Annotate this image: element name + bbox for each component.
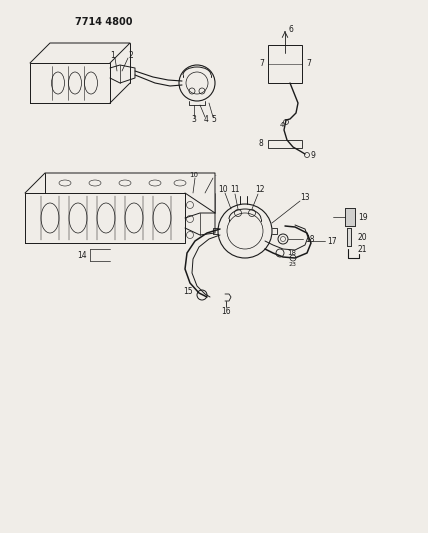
Bar <box>345 208 355 226</box>
Text: 17: 17 <box>327 237 337 246</box>
Text: 10: 10 <box>190 172 199 178</box>
Text: 12: 12 <box>255 185 265 195</box>
Bar <box>347 228 351 246</box>
Text: 4: 4 <box>204 116 208 125</box>
Text: 8: 8 <box>258 140 263 149</box>
Text: 15: 15 <box>183 287 193 296</box>
Bar <box>347 228 351 246</box>
Text: 9: 9 <box>311 150 316 159</box>
Text: 10: 10 <box>218 184 228 193</box>
Text: ·: · <box>214 174 216 179</box>
Text: 7: 7 <box>259 60 264 69</box>
Text: 7714 4800: 7714 4800 <box>75 17 133 27</box>
Text: 18: 18 <box>287 250 296 256</box>
Text: 20: 20 <box>358 232 368 241</box>
Text: 4: 4 <box>280 122 284 128</box>
Text: 7: 7 <box>306 60 311 69</box>
Text: 3: 3 <box>192 116 196 125</box>
Text: 21: 21 <box>358 245 368 254</box>
Bar <box>268 45 302 83</box>
Text: 6: 6 <box>289 26 294 35</box>
Text: 11: 11 <box>230 185 240 195</box>
Bar <box>268 140 302 148</box>
Text: 13: 13 <box>300 193 309 203</box>
Text: 14: 14 <box>77 251 87 260</box>
Text: 1: 1 <box>110 52 116 61</box>
Bar <box>345 208 355 226</box>
Text: 19: 19 <box>358 213 368 222</box>
Text: 2: 2 <box>129 52 134 61</box>
Text: 18: 18 <box>305 235 315 244</box>
Text: 5: 5 <box>211 116 217 125</box>
Text: 16: 16 <box>221 306 231 316</box>
Text: 23: 23 <box>289 262 297 266</box>
